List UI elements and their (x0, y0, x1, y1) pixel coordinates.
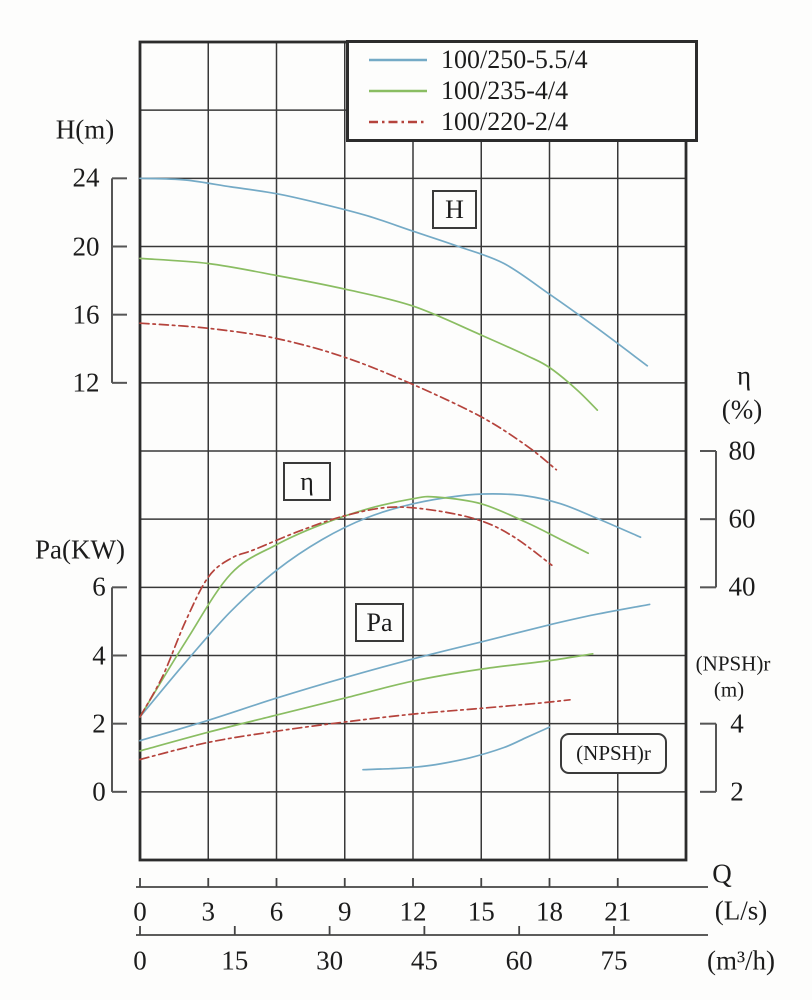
tick-label: 21 (604, 896, 632, 927)
pa-axis-title: Pa(KW) (35, 534, 125, 565)
tick-label: 12 (72, 367, 100, 398)
tick-label: 6 (92, 571, 106, 602)
legend-line-sample (369, 120, 427, 123)
legend-item-label: 100/250-5.5/4 (441, 45, 588, 75)
legend-item: 100/250-5.5/4 (349, 46, 695, 75)
tick-label: 80 (728, 435, 756, 466)
curve-eta-100/235-4/4 (139, 495, 590, 718)
tick-label: 24 (72, 162, 100, 193)
curve-H-100/235-4/4 (139, 257, 599, 411)
q-axis-title: Q (712, 858, 732, 889)
npsh-axis-unit: (m) (713, 677, 745, 702)
tick-label: 0 (92, 776, 106, 807)
npsh-axis-title: (NPSH)r (695, 651, 771, 676)
curve-Pa-100/235-4/4 (139, 652, 594, 752)
tick-label: 15 (467, 896, 495, 927)
tick-label: 60 (728, 503, 756, 534)
legend-line-sample (369, 59, 427, 62)
legend-item-label: 100/220-2/4 (441, 106, 569, 136)
legend-item-label: 100/235-4/4 (441, 75, 569, 105)
tick-label: 20 (72, 231, 100, 261)
tick-label: 40 (728, 571, 756, 602)
tick-label: 6 (269, 896, 284, 927)
curve-eta-100/250-5.5/4 (139, 493, 642, 718)
tick-label: 3 (201, 896, 216, 927)
legend-item: 100/220-2/4 (349, 107, 695, 136)
curve-label-eta: η (283, 462, 331, 501)
eta-axis-unit: (%) (721, 394, 763, 425)
curve-label-pa: Pa (355, 603, 404, 642)
tick-label: 9 (338, 896, 352, 927)
curve-H-100/220-2/4 (139, 322, 558, 471)
legend-item: 100/235-4/4 (349, 76, 695, 105)
tick-label: 2 (92, 708, 106, 739)
curve-label-npsh: (NPSH)r (560, 733, 667, 774)
curve-eta-100/220-2/4 (139, 506, 553, 718)
curve-H-100/250-5.5/4 (139, 177, 649, 367)
m3h-unit-label: (m³/h) (706, 945, 776, 976)
tick-label: 4 (730, 708, 744, 739)
tick-label: 2 (730, 776, 744, 807)
h-axis-title: H(m) (55, 114, 115, 145)
tick-label: 75 (600, 945, 628, 976)
legend: 100/250-5.5/4 100/235-4/4 100/220-2/4 (346, 40, 698, 142)
tick-label: 0 (133, 945, 147, 976)
tick-label: 18 (536, 896, 563, 927)
eta-axis-title: η (736, 360, 752, 391)
curve-Pa-100/220-2/4 (139, 698, 571, 761)
curve-npsh-100/250-5.5/4 (362, 726, 551, 771)
ls-unit-label: (L/s) (714, 895, 768, 926)
curve-Pa-100/250-5.5/4 (139, 603, 651, 742)
curve-label-h: H (432, 190, 477, 229)
tick-label: 4 (92, 640, 106, 670)
tick-label: 12 (399, 896, 427, 927)
legend-line-sample (369, 89, 427, 93)
tick-label: 0 (133, 896, 147, 927)
tick-label: 60 (505, 945, 533, 976)
tick-label: 45 (410, 945, 438, 976)
tick-label: 15 (221, 945, 249, 976)
tick-label: 16 (72, 299, 100, 330)
tick-label: 30 (316, 945, 344, 976)
